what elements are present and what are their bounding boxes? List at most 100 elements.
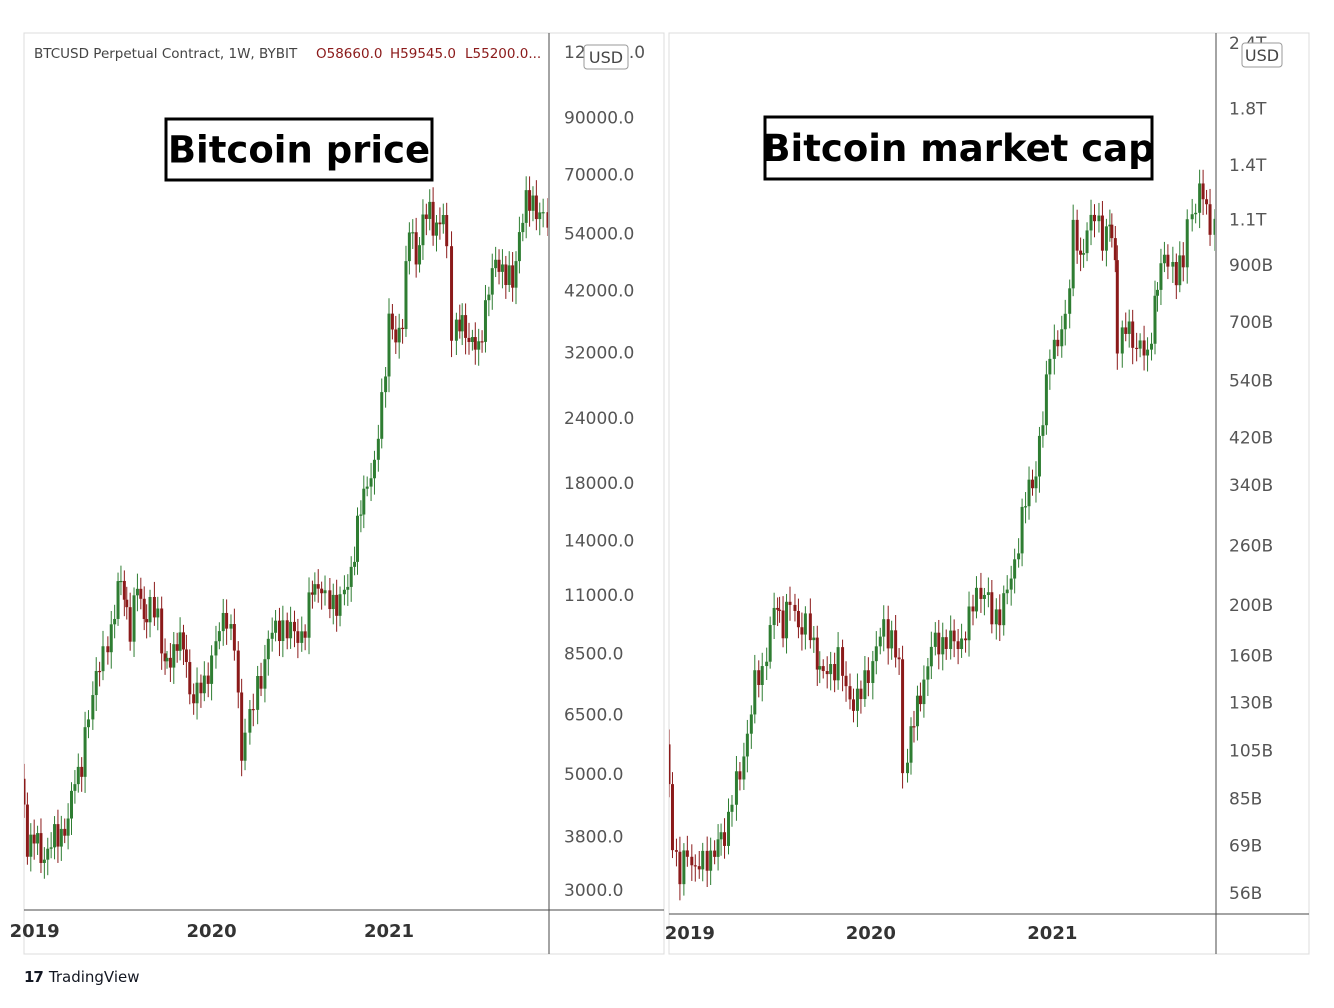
candle-body (125, 599, 129, 608)
candle-body (800, 627, 804, 635)
candle-body (1190, 214, 1194, 220)
candle-body (80, 766, 84, 777)
y-tick-label: 540B (1229, 371, 1273, 391)
candle-body (156, 608, 160, 618)
candle-body (113, 618, 117, 625)
candle-body (199, 682, 203, 694)
candle-body (511, 265, 515, 288)
candle-body (878, 636, 882, 647)
candle-body (1155, 289, 1159, 296)
candle-body (836, 647, 840, 681)
candle-body (1005, 589, 1009, 594)
candle-body (316, 584, 320, 589)
candle-body (890, 630, 894, 649)
candle-body (918, 695, 922, 705)
y-tick-label: 18000.0 (564, 474, 634, 494)
candle-body (507, 265, 511, 285)
candle-body (723, 832, 727, 846)
candle-body (734, 771, 738, 805)
candle-body (53, 824, 57, 848)
y-tick-label: 56B (1229, 884, 1262, 904)
candle-body (397, 327, 401, 343)
candle-body (49, 847, 53, 849)
ohlc-low: L55200.0... (465, 46, 541, 62)
candle-body (494, 259, 498, 269)
candle-body (362, 488, 366, 515)
candle-body (1097, 215, 1101, 222)
candle-body (372, 459, 376, 479)
candle-body (320, 588, 324, 594)
candle-body (132, 595, 136, 642)
candle-body (1142, 340, 1146, 356)
candle-body (912, 726, 916, 728)
candle-body (292, 621, 296, 632)
candle-body (266, 638, 270, 660)
candle-body (483, 300, 487, 342)
candle-body (39, 833, 43, 863)
candle-body (365, 486, 369, 489)
candle-body (504, 264, 508, 285)
candle-body (693, 865, 697, 867)
candle-body (690, 856, 694, 866)
candle-body (738, 771, 742, 780)
y-tick-label: 54000.0 (564, 225, 634, 245)
candle-body (541, 212, 545, 214)
candle-body (202, 675, 206, 694)
candle-body (1153, 295, 1157, 344)
candle-body (685, 850, 689, 857)
candle-body (964, 638, 968, 641)
candle-body (394, 329, 398, 343)
candle-body (91, 695, 95, 720)
candle-body (1120, 327, 1124, 354)
candle-body (521, 222, 525, 233)
candle-body (669, 744, 671, 785)
chart-title: Bitcoin price (168, 129, 430, 172)
candle-body (1185, 219, 1189, 268)
candle-body (229, 624, 233, 629)
candle-body (380, 392, 384, 439)
candle-body (753, 670, 757, 715)
candle-body (745, 733, 749, 757)
candle-body (1044, 374, 1048, 426)
candle-body (796, 610, 800, 628)
candle-body (749, 714, 753, 734)
currency-badge-label: USD (1245, 46, 1279, 65)
candle-body (376, 438, 380, 460)
candle-body (181, 632, 185, 650)
candle-body (829, 664, 833, 675)
candle-body (165, 657, 169, 662)
candle-body (719, 832, 723, 840)
y-tick-label: 420B (1229, 428, 1273, 448)
bitcoin-price-chart-pane: 120000.090000.070000.054000.042000.03200… (10, 32, 665, 955)
currency-badge[interactable] (583, 44, 629, 70)
candle-body (1075, 219, 1079, 251)
candle-body (240, 692, 244, 761)
candle-body (949, 630, 953, 649)
candle-body (277, 620, 281, 642)
y-tick-label: 3000.0 (564, 881, 623, 901)
y-tick-label: 1.4T (1229, 156, 1267, 176)
candle-body (221, 612, 225, 632)
candle-body (538, 212, 542, 220)
candle-body (922, 679, 926, 705)
candle-body (788, 601, 792, 605)
chart-title: Bitcoin market cap (762, 127, 1154, 170)
y-tick-label: 1.1T (1229, 211, 1267, 231)
candle-body (206, 675, 210, 684)
currency-badge[interactable] (1241, 42, 1283, 68)
candle-body (148, 596, 152, 623)
candle-body (866, 670, 870, 683)
candle-body (281, 620, 285, 642)
candle-body (956, 641, 960, 650)
y-tick-label: 130B (1229, 693, 1273, 713)
candle-body (941, 637, 945, 655)
candle-body (998, 609, 1002, 626)
candle-body (263, 659, 267, 689)
candle-body (546, 212, 548, 228)
candle-body (901, 659, 905, 774)
candle-body (210, 655, 214, 684)
tradingview-logo[interactable]: 17 TradingView (24, 966, 140, 988)
candle-body (848, 686, 852, 700)
candle-body (727, 811, 731, 846)
candle-body (1194, 212, 1198, 215)
